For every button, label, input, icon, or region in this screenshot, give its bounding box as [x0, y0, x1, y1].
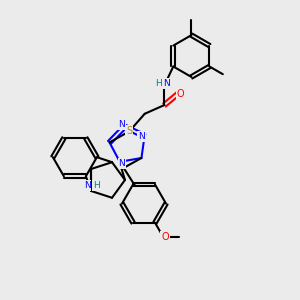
Text: N: N: [138, 132, 145, 141]
Text: N: N: [118, 159, 125, 168]
Text: O: O: [161, 232, 169, 242]
Text: N: N: [84, 181, 91, 190]
Text: N: N: [163, 79, 170, 88]
Text: S: S: [126, 126, 132, 136]
Text: O: O: [177, 89, 184, 99]
Text: H: H: [93, 181, 100, 190]
Text: N: N: [118, 120, 125, 129]
Text: H: H: [155, 79, 162, 88]
